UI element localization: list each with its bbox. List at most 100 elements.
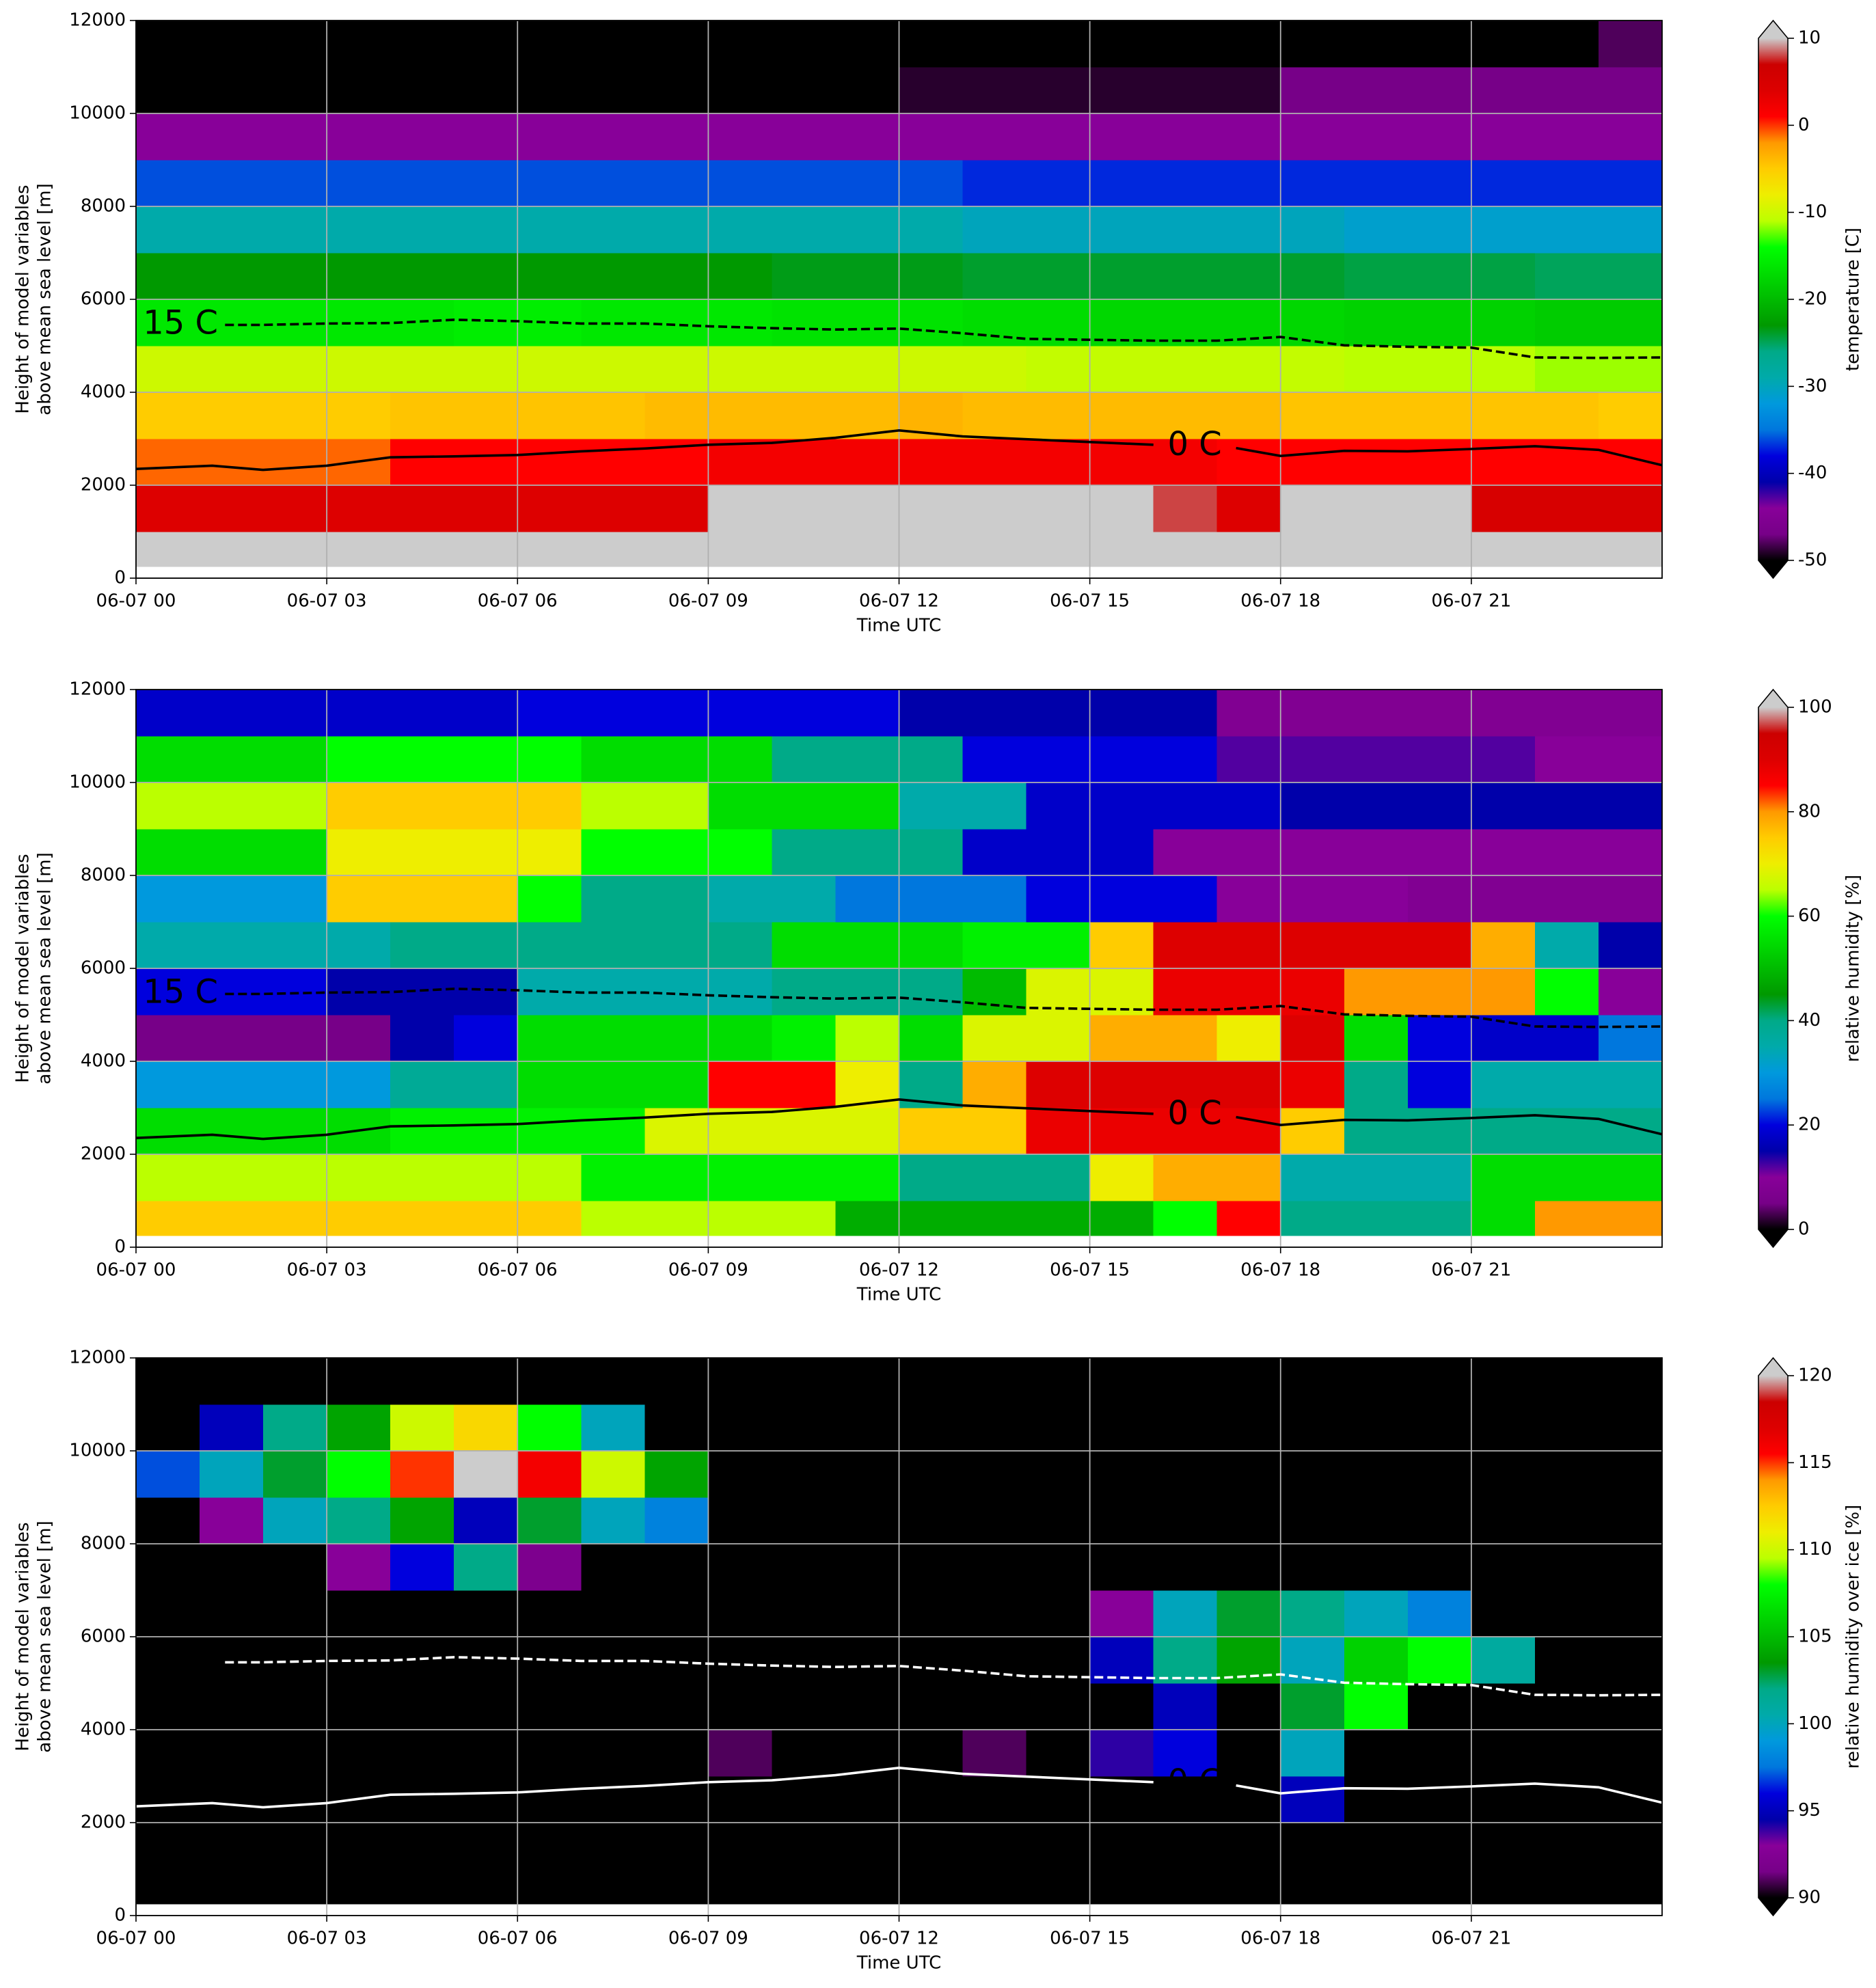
heatmap-cell (1344, 922, 1409, 969)
heatmap-cell (454, 1823, 518, 1870)
colorbar-tick-label: -10 (1798, 202, 1827, 222)
heatmap-cell (1026, 1823, 1091, 1870)
heatmap-cell (136, 485, 200, 532)
heatmap-cell (1153, 1497, 1218, 1544)
heatmap-cell (1407, 922, 1472, 969)
heatmap-cell (1026, 782, 1091, 830)
heatmap-cell (200, 1201, 264, 1236)
heatmap-cell (1280, 253, 1345, 300)
heatmap-cell (1534, 299, 1599, 346)
x-tick-label: 06-07 18 (1240, 591, 1320, 612)
heatmap-cell (1407, 1683, 1472, 1730)
x-tick-label: 06-07 15 (1050, 591, 1130, 612)
heatmap-cell (136, 1823, 200, 1870)
heatmap-cell (835, 1497, 900, 1544)
heatmap-cell (835, 439, 900, 486)
heatmap-cell (1344, 1683, 1409, 1730)
heatmap-cell (454, 1015, 518, 1062)
heatmap-cell (772, 485, 837, 532)
heatmap-cell (899, 690, 964, 737)
heatmap-cell (899, 782, 964, 830)
heatmap-cell (1344, 875, 1409, 923)
heatmap-cell (581, 160, 645, 207)
heatmap-cell (644, 113, 709, 161)
heatmap-cell (1026, 346, 1091, 393)
heatmap-cell (1153, 1869, 1218, 1905)
x-tick-label: 06-07 18 (1240, 1929, 1320, 1949)
contour-line (225, 1656, 1663, 1697)
heatmap-cell (644, 67, 709, 114)
heatmap-cell (835, 829, 900, 876)
heatmap-cell (1026, 1061, 1091, 1108)
heatmap-cell (772, 1404, 837, 1452)
heatmap-cell (772, 1015, 837, 1062)
heatmap-cell (1216, 1154, 1281, 1201)
heatmap-cell (517, 1497, 582, 1544)
heatmap-cell (899, 299, 964, 346)
heatmap-cell (1344, 829, 1409, 876)
heatmap-cell (1407, 1730, 1472, 1777)
heatmap-cell (1216, 1683, 1281, 1730)
heatmap-cell (644, 253, 709, 300)
colorbar-extend (1758, 690, 1788, 707)
heatmap-cell (454, 1590, 518, 1637)
heatmap-cell (1598, 1201, 1663, 1236)
heatmap-cell (200, 1823, 264, 1870)
heatmap-cell (1153, 1683, 1218, 1730)
heatmap-cell (1344, 392, 1409, 439)
heatmap-cell (772, 392, 837, 439)
heatmap-cell (835, 690, 900, 737)
heatmap-cell (835, 1590, 900, 1637)
heatmap-cell (772, 782, 837, 830)
heatmap-cell (1089, 1358, 1154, 1405)
heatmap-cell (644, 875, 709, 923)
heatmap-cell (708, 532, 773, 567)
heatmap-cell (772, 829, 837, 876)
heatmap-cell (1407, 1544, 1472, 1591)
heatmap-cell (1534, 1823, 1599, 1870)
heatmap-cell (835, 299, 900, 346)
heatmap-cell (772, 1497, 837, 1544)
heatmap-cell (1471, 206, 1536, 254)
x-tick-label: 06-07 09 (668, 591, 748, 612)
heatmap-cell (454, 1730, 518, 1777)
heatmap-cell (390, 1015, 454, 1062)
heatmap-cell (517, 67, 582, 114)
heatmap-cell (263, 206, 327, 254)
heatmap-cell (1216, 1544, 1281, 1591)
heatmap-cell (1153, 1544, 1218, 1591)
y-axis-label: Height of model variables (13, 854, 33, 1082)
heatmap-cell (1471, 1730, 1536, 1777)
heatmap-cell (1280, 875, 1345, 923)
y-tick-label: 6000 (81, 958, 126, 979)
heatmap-cell (263, 160, 327, 207)
heatmap-cell (454, 736, 518, 783)
y-axis-label: Height of model variables (13, 185, 33, 413)
heatmap-cell (962, 532, 1027, 567)
heatmap-cell (1153, 532, 1218, 567)
heatmap-cell (581, 782, 645, 830)
heatmap-cell (263, 922, 327, 969)
heatmap-cell (327, 1201, 391, 1236)
y-tick-label: 0 (114, 1905, 126, 1926)
heatmap-cell (1153, 1451, 1218, 1498)
heatmap-cell (1407, 690, 1472, 737)
heatmap-cell (1026, 1544, 1091, 1591)
heatmap-cell (1344, 1497, 1409, 1544)
heatmap-cell (1280, 67, 1345, 114)
heatmap-cell (454, 67, 518, 114)
heatmap-cell (263, 1544, 327, 1591)
heatmap-cell (200, 1061, 264, 1108)
heatmap-cell (327, 532, 391, 567)
heatmap-cell (835, 968, 900, 1016)
heatmap-cell (1534, 1637, 1599, 1684)
heatmap-cell (390, 160, 454, 207)
heatmap-cell (1216, 1358, 1281, 1405)
heatmap-cell (644, 1015, 709, 1062)
heatmap-cell (1089, 690, 1154, 737)
heatmap-cell (1407, 1404, 1472, 1452)
heatmap-cell (327, 21, 391, 68)
x-tick-label: 06-07 06 (478, 591, 558, 612)
heatmap-cell (1407, 1358, 1472, 1405)
colorbar-tick-label: 60 (1798, 906, 1821, 926)
